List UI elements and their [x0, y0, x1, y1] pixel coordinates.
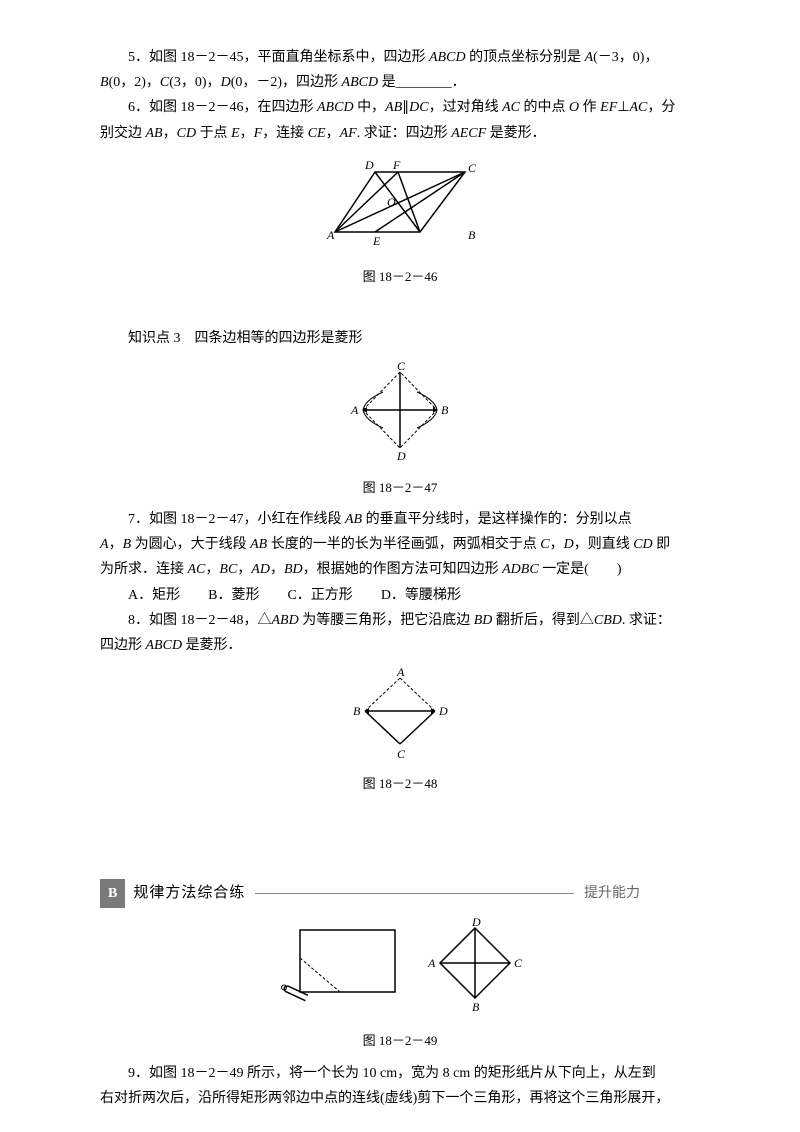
svg-text:A: A — [427, 956, 436, 970]
question-7-options: A．矩形 B．菱形 C．正方形 D．等腰梯形 — [100, 583, 700, 608]
question-8-line2: 四边形 ABCD 是菱形． — [100, 633, 700, 658]
question-9-line2: 右对折两次后，沿所得矩形两邻边中点的连线(虚线)剪下一个三角形，再将这个三角形展… — [100, 1086, 700, 1111]
fig46-caption: 图 18－2－46 — [100, 265, 700, 288]
svg-text:D: D — [364, 158, 374, 172]
fig49-svg: D A C B — [270, 918, 530, 1018]
q5-num: 5． — [128, 50, 149, 65]
section-b-subtitle: 提升能力 — [584, 881, 640, 906]
figure-18-2-46: A B C D E F O 图 18－2－46 — [100, 154, 700, 289]
question-6: 6．如图 18－2－46，在四边形 ABCD 中，AB∥DC，过对角线 AC 的… — [100, 95, 700, 120]
question-7: 7．如图 18－2－47，小红在作线段 AB 的垂直平分线时，是这样操作的：分别… — [100, 507, 700, 532]
fig47-svg: A B C D — [345, 360, 455, 465]
svg-text:D: D — [471, 918, 481, 929]
svg-text:C: C — [397, 747, 406, 761]
section-b-title: 规律方法综合练 — [133, 880, 245, 907]
svg-text:A: A — [326, 228, 335, 242]
question-8: 8．如图 18－2－48，△ABD 为等腰三角形，把它沿底边 BD 翻折后，得到… — [100, 608, 700, 633]
fig47-caption: 图 18－2－47 — [100, 476, 700, 499]
fig46-svg: A B C D E F O — [320, 154, 480, 254]
svg-text:B: B — [472, 1000, 480, 1014]
section-b-label: B — [100, 879, 125, 908]
question-7-line2: A，B 为圆心，大于线段 AB 长度的一半的长为半径画弧，两弧相交于点 C，D，… — [100, 532, 700, 557]
figure-18-2-48: A B D C 图 18－2－48 — [100, 666, 700, 796]
question-6-line2: 别交边 AB，CD 于点 E，F，连接 CE，AF. 求证：四边形 AECF 是… — [100, 121, 700, 146]
svg-text:F: F — [392, 158, 401, 172]
q8-num: 8． — [128, 613, 149, 628]
q6-num: 6． — [128, 100, 149, 115]
svg-text:O: O — [387, 195, 396, 209]
q7-num: 7． — [128, 512, 149, 527]
svg-text:A: A — [396, 666, 405, 679]
svg-text:C: C — [514, 956, 523, 970]
question-7-line3: 为所求．连接 AC，BC，AD，BD，根据她的作图方法可知四边形 ADBC 一定… — [100, 557, 700, 582]
svg-text:E: E — [372, 234, 381, 248]
section-b-header: B 规律方法综合练 提升能力 — [100, 879, 700, 908]
svg-text:A: A — [350, 403, 359, 417]
figure-18-2-49: D A C B 图 18－2－49 — [100, 918, 700, 1053]
svg-text:D: D — [396, 449, 406, 463]
fig48-caption: 图 18－2－48 — [100, 772, 700, 795]
svg-text:C: C — [468, 161, 477, 175]
svg-text:B: B — [468, 228, 476, 242]
svg-text:B: B — [353, 704, 361, 718]
question-5: 5．如图 18－2－45，平面直角坐标系中，四边形 ABCD 的顶点坐标分别是 … — [100, 45, 700, 70]
svg-text:D: D — [438, 704, 448, 718]
svg-text:B: B — [441, 403, 449, 417]
fig48-svg: A B D C — [345, 666, 455, 761]
section-b-divider — [255, 893, 574, 894]
figure-18-2-47: A B C D 图 18－2－47 — [100, 360, 700, 500]
svg-text:C: C — [397, 360, 406, 373]
question-5-line2: B(0，2)，C(3，0)，D(0，－2)，四边形 ABCD 是________… — [100, 70, 700, 95]
question-9: 9．如图 18－2－49 所示，将一个长为 10 cm，宽为 8 cm 的矩形纸… — [100, 1061, 700, 1086]
fig49-caption: 图 18－2－49 — [100, 1029, 700, 1052]
knowledge-point-3: 知识点 3 四条边相等的四边形是菱形 — [100, 326, 700, 351]
q9-num: 9． — [128, 1066, 149, 1081]
